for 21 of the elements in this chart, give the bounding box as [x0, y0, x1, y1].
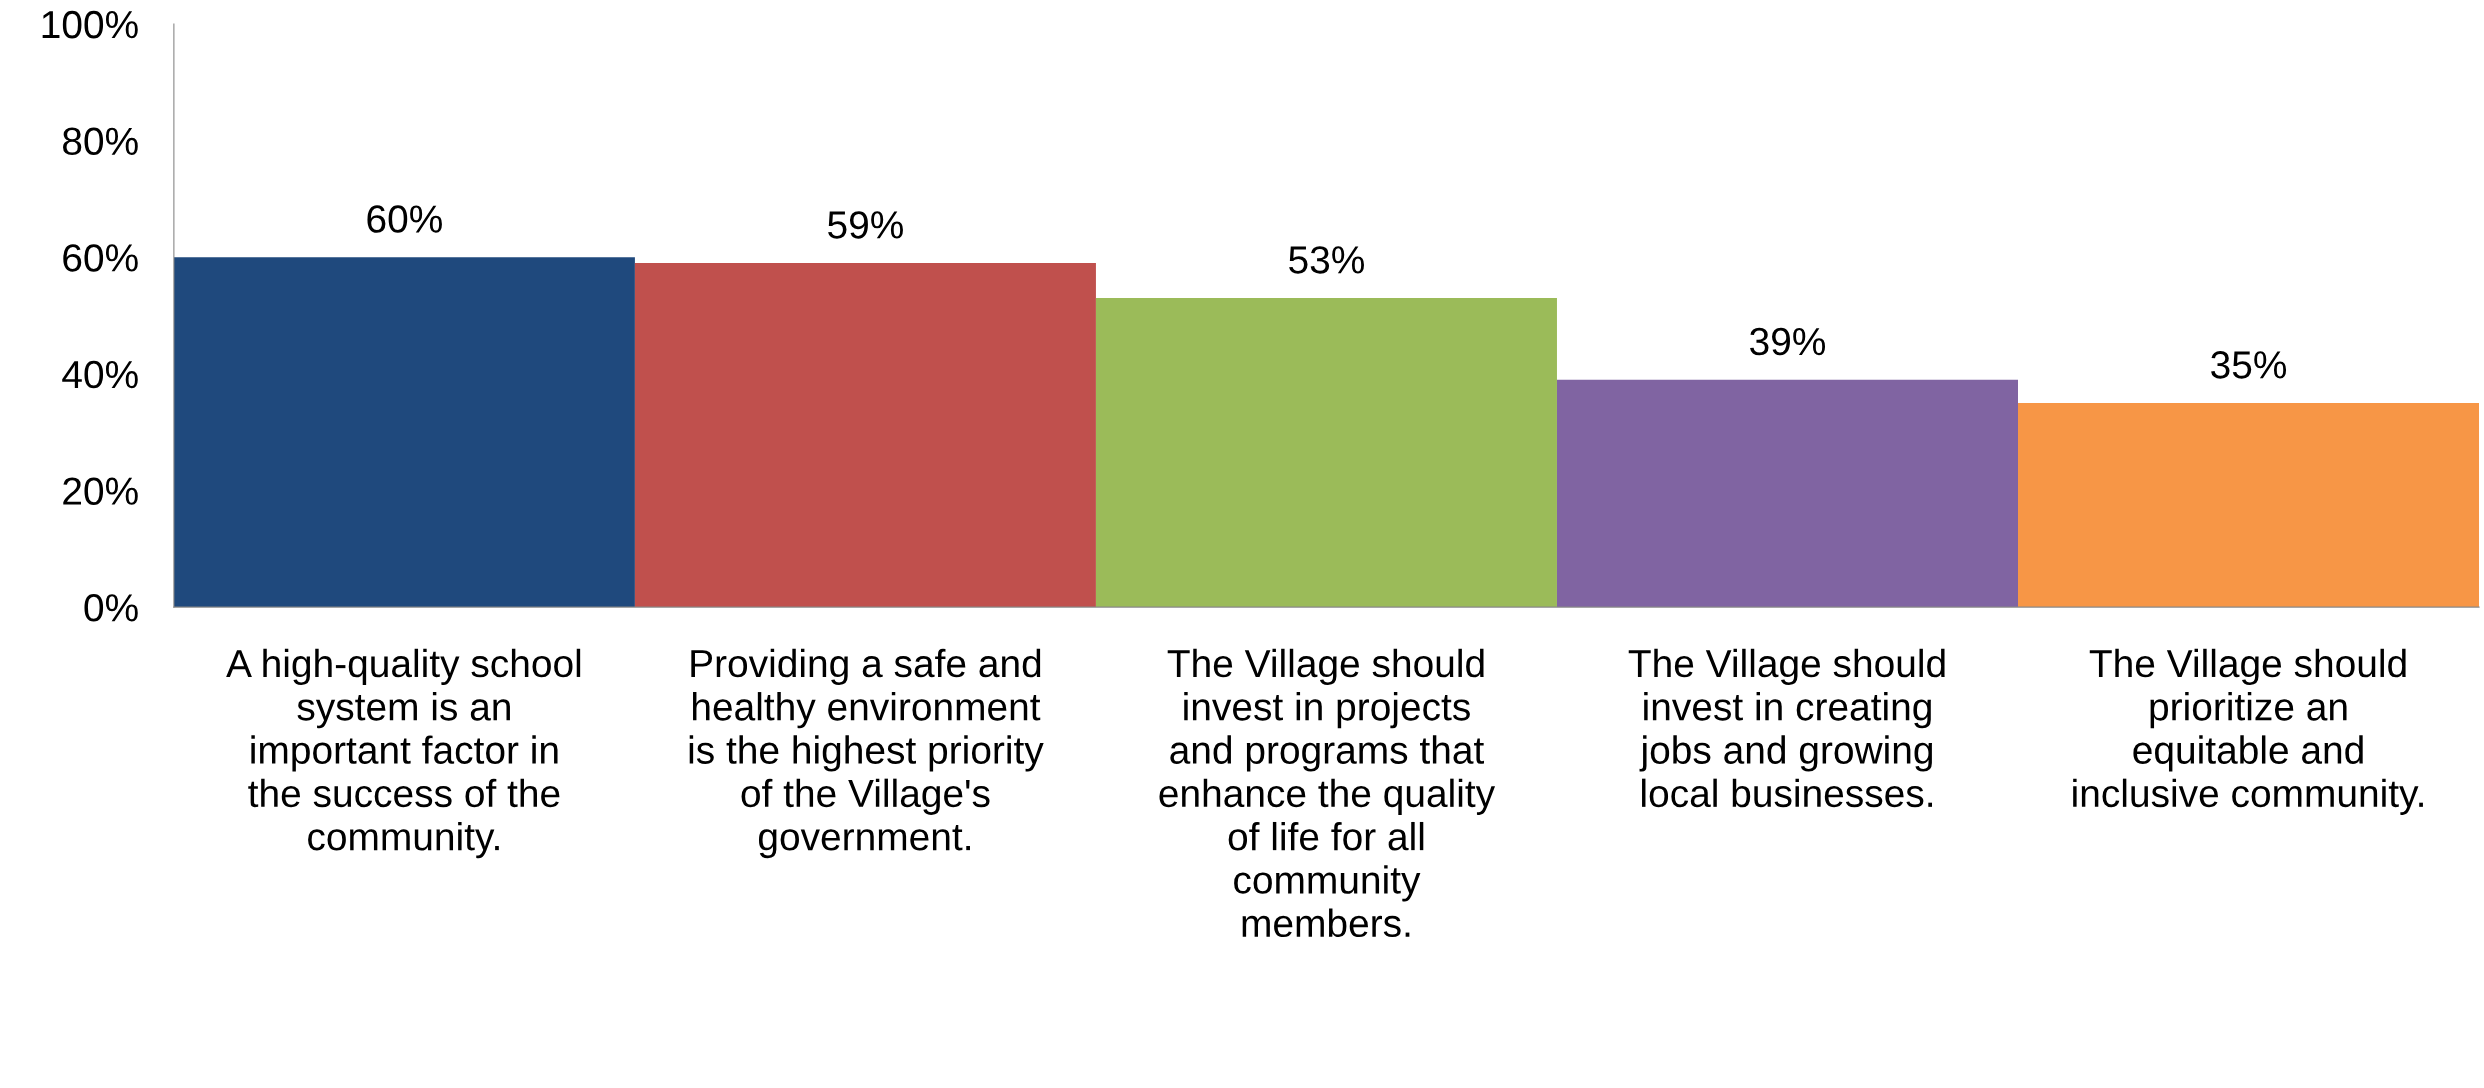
y-tick-label: 20%: [63, 477, 138, 505]
x-tick-label: A high-quality school system is an important factor in the success of the community.: [226, 648, 581, 859]
bar: [634, 263, 1096, 608]
bar: [2018, 403, 2480, 608]
data-label: 59%: [828, 211, 903, 239]
x-tick-label: The Village should invest in projects and programs that enhance the quality of life for all community members.: [1159, 648, 1496, 938]
data-label: 35%: [2211, 351, 2287, 379]
data-label: 53%: [1289, 246, 1364, 274]
data-label: 39%: [1750, 327, 1826, 356]
bar: [1556, 379, 2018, 608]
y-tick-label: 100%: [42, 10, 138, 39]
y-tick-label: 80%: [63, 127, 138, 156]
bar: [173, 257, 635, 608]
y-tick-label: 0%: [84, 594, 138, 622]
y-tick-label: 40%: [62, 360, 138, 389]
bar: [1095, 298, 1557, 608]
y-tick-label: 60%: [63, 244, 138, 272]
data-label: 60%: [367, 205, 442, 233]
x-tick-label: Providing a safe and healthy environment is the highest priority of the Village's government.: [689, 648, 1044, 859]
x-tick-label: The Village should prioritize an equitable and inclusive community.: [2073, 648, 2423, 815]
x-tick-label: The Village should invest in creating jobs and growing local businesses.: [1628, 648, 1945, 808]
